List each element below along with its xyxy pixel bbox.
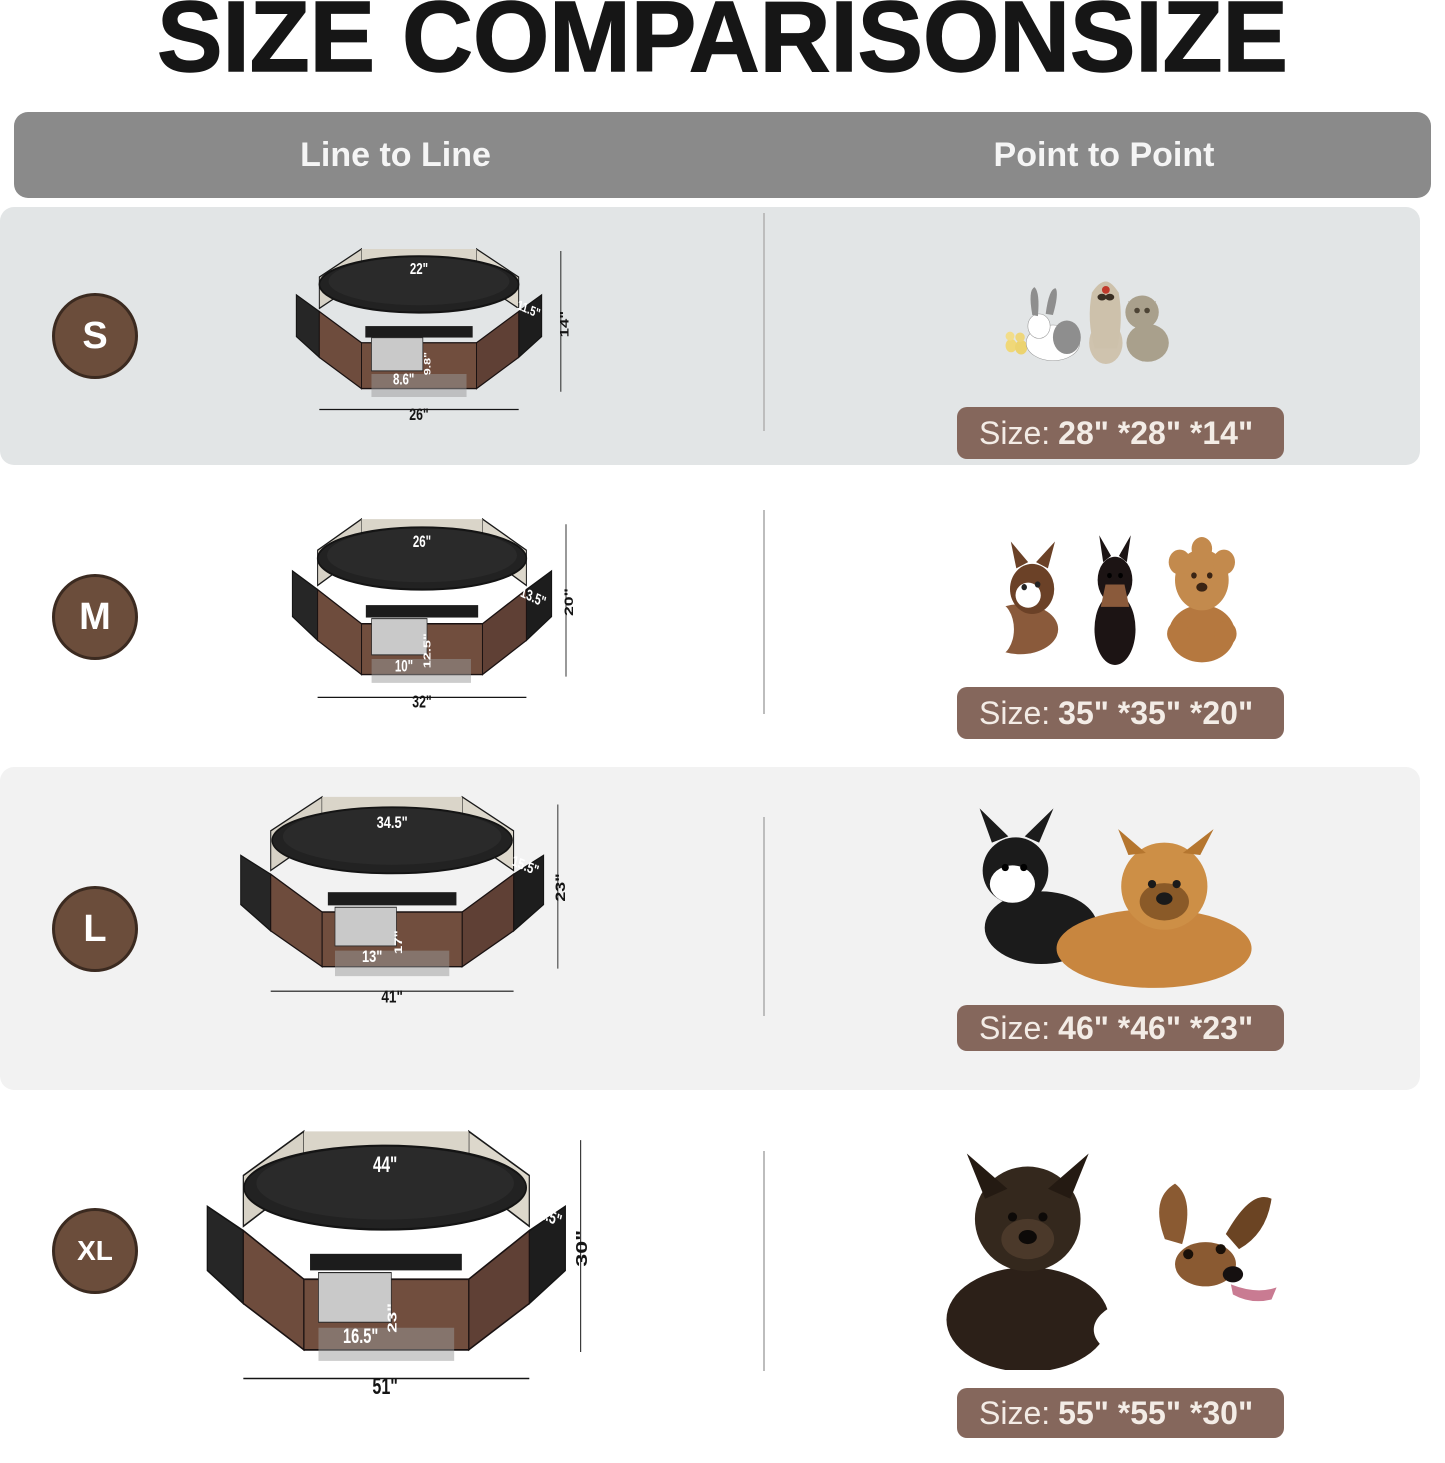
svg-text:13": 13" [362,947,382,966]
svg-text:9.8": 9.8" [423,352,433,375]
svg-text:16.5": 16.5" [343,1325,378,1348]
svg-text:10": 10" [395,657,413,676]
svg-text:8.6": 8.6" [393,371,414,388]
svg-text:12.5": 12.5" [422,633,433,668]
svg-text:32": 32" [412,693,431,713]
svg-text:22": 22" [410,260,428,277]
svg-text:44": 44" [373,1154,397,1178]
svg-text:17": 17" [392,930,405,954]
svg-text:34.5": 34.5" [377,813,408,832]
svg-text:30": 30" [573,1230,591,1267]
svg-text:23": 23" [385,1303,400,1333]
svg-text:26": 26" [413,533,431,552]
svg-text:23": 23" [554,873,569,901]
svg-text:26": 26" [409,406,428,423]
svg-text:20": 20" [563,588,577,616]
